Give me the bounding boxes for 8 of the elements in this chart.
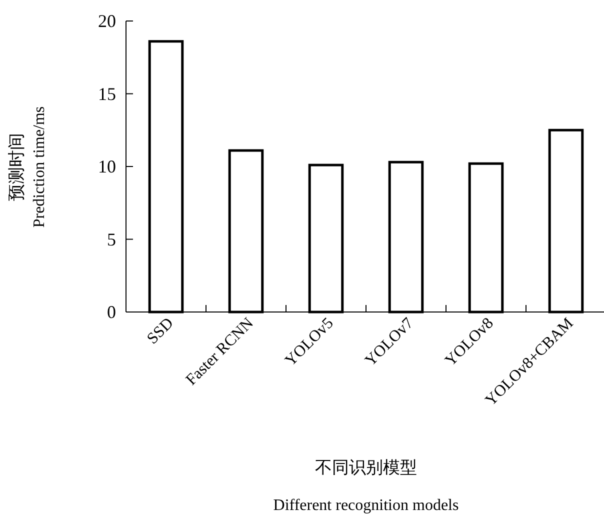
- y-tick-label: 5: [107, 229, 116, 250]
- x-tick-label: SSD: [144, 314, 177, 348]
- y-tick-label: 15: [98, 84, 116, 104]
- y-tick-label: 0: [107, 302, 116, 322]
- x-axis-title: 不同识别模型 Different recognition models: [273, 458, 459, 514]
- y-axis-title: 预测时间 Prediction time/ms: [7, 106, 48, 228]
- y-tick-label: 10: [98, 156, 116, 176]
- y-tick-label: 20: [98, 11, 116, 31]
